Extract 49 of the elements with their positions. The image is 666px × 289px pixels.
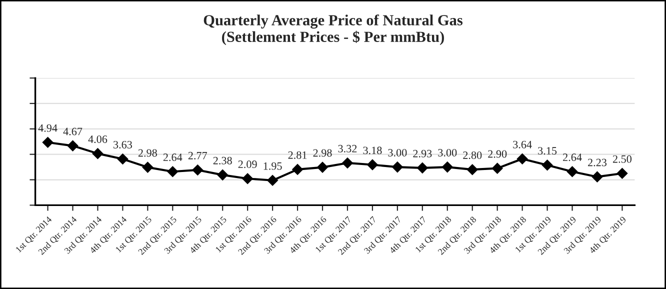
point <box>242 173 254 184</box>
point <box>192 164 204 176</box>
point <box>442 162 453 172</box>
data-label: 2.98 <box>138 149 157 157</box>
point <box>492 162 503 174</box>
data-label: 4.67 <box>63 128 82 136</box>
point <box>117 154 128 164</box>
data-label: 2.77 <box>188 152 208 160</box>
data-label: 2.64 <box>163 154 182 162</box>
data-label: 3.32 <box>338 144 357 152</box>
point <box>416 162 428 174</box>
data-label: 2.23 <box>588 158 607 166</box>
point <box>267 174 278 186</box>
point <box>542 160 553 171</box>
point <box>67 140 78 152</box>
data-label: 3.64 <box>513 140 532 148</box>
point <box>342 158 353 168</box>
data-label: 3.00 <box>438 148 457 156</box>
data-label: 2.64 <box>563 154 582 162</box>
data-label: 2.80 <box>463 151 482 160</box>
point <box>367 159 378 170</box>
point <box>392 162 403 172</box>
point <box>616 168 628 179</box>
data-label: 2.93 <box>413 150 432 158</box>
point <box>42 136 54 148</box>
point <box>592 171 603 182</box>
point <box>142 162 154 173</box>
point <box>217 169 228 180</box>
point <box>167 166 178 178</box>
point <box>516 153 528 164</box>
data-label: 3.18 <box>363 146 382 154</box>
data-label: 4.06 <box>88 135 108 144</box>
data-label: 1.95 <box>264 162 282 170</box>
data-label: 2.90 <box>488 150 507 158</box>
data-label: 3.00 <box>388 148 407 156</box>
data-label: 4.94 <box>38 124 58 132</box>
data-label: 3.15 <box>538 147 557 155</box>
data-label: 3.63 <box>114 140 132 148</box>
chart-title: Quarterly Average Price of Natural Gas (Settlement Prices - $ Per mmBtu) <box>204 14 463 46</box>
point <box>292 164 303 175</box>
point <box>566 166 578 178</box>
data-label: 2.81 <box>288 151 307 159</box>
data-label: 2.09 <box>238 160 257 168</box>
data-label: 2.38 <box>213 156 232 164</box>
data-label: 2.98 <box>313 149 332 157</box>
point <box>466 164 478 176</box>
point <box>92 148 104 159</box>
point <box>317 162 328 173</box>
data-label: 2.50 <box>612 155 632 163</box>
